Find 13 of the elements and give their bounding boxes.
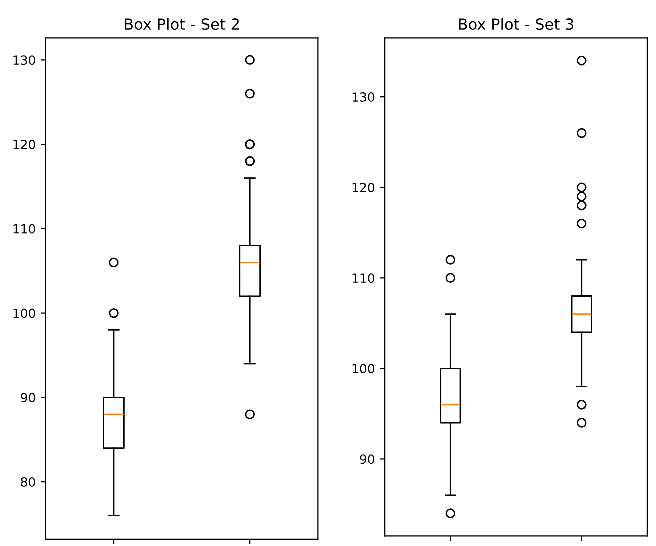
y-tick-label: 100 — [14, 308, 36, 318]
y-tick-label: 100 — [352, 364, 375, 374]
y-tick-label: 90 — [360, 454, 375, 464]
y-tick-label: 90 — [21, 393, 36, 403]
y-tick-label: 120 — [352, 183, 375, 193]
y-tick-label: 130 — [14, 56, 36, 66]
y-tick-label: 120 — [14, 140, 36, 150]
chart-title: Box Plot - Set 2 — [125, 18, 239, 30]
y-tick-label: 130 — [352, 92, 375, 102]
y-tick-label: 110 — [352, 274, 375, 284]
chart-title: Box Plot - Set 3 — [459, 18, 574, 30]
y-tick-label: 80 — [21, 478, 36, 487]
y-tick-label: 110 — [14, 224, 36, 234]
